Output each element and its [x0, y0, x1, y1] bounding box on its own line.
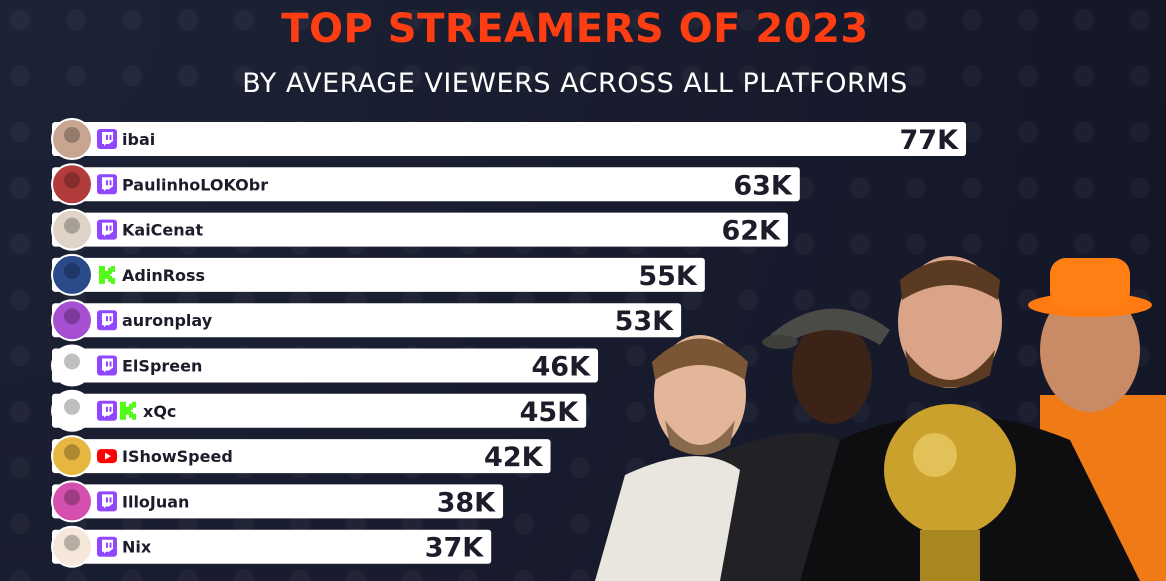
- avatar-face: [64, 444, 80, 461]
- bar-row: KaiCenat 62K: [51, 208, 788, 251]
- chart-subtitle: BY AVERAGE VIEWERS ACROSS ALL PLATFORMS: [242, 68, 908, 99]
- bar-value-label: 63K: [733, 170, 793, 201]
- bar: [52, 529, 492, 564]
- bar-row: IShowSpeed 42K: [51, 435, 551, 478]
- bar-row: IlloJuan 38K: [51, 480, 504, 523]
- bar-label: ElSpreen: [122, 357, 202, 376]
- bar-value-label: 77K: [900, 125, 960, 156]
- bar-label: ibai: [122, 130, 155, 149]
- bar: [52, 212, 788, 247]
- avatar-face: [64, 353, 80, 370]
- bar-row: Nix 37K: [51, 525, 492, 568]
- bar: [52, 303, 682, 338]
- avatar: [51, 435, 93, 478]
- youtube-icon: [97, 449, 117, 464]
- bar-label: IShowSpeed: [122, 447, 233, 466]
- bar-row: xQc 45K: [51, 389, 587, 432]
- avatar: [51, 208, 93, 251]
- avatar: [51, 118, 93, 160]
- avatar: [51, 299, 93, 342]
- chart-title: TOP STREAMERS OF 2023: [281, 6, 869, 52]
- streamer-photo-cap: [690, 308, 890, 581]
- bar-label: xQc: [143, 402, 176, 421]
- avatar-face: [64, 127, 80, 143]
- bar-row: PaulinhoLOKObr 63K: [51, 163, 800, 206]
- bar: [52, 484, 504, 519]
- bar-row: auronplay 53K: [51, 299, 682, 342]
- bar: [52, 393, 587, 428]
- bar-value-label: 53K: [615, 306, 675, 337]
- bar-label: PaulinhoLOKObr: [122, 175, 268, 194]
- bar-value-label: 37K: [425, 533, 485, 564]
- avatar: [51, 163, 93, 206]
- twitch-icon: [97, 310, 117, 331]
- bar-label: KaiCenat: [122, 221, 203, 240]
- bar: [52, 348, 599, 383]
- avatar: [51, 525, 93, 568]
- twitch-icon: [97, 536, 117, 557]
- bar-label: IlloJuan: [122, 492, 189, 511]
- bar: [52, 439, 551, 474]
- bar: [52, 257, 705, 292]
- avatar-face: [64, 217, 80, 234]
- avatar: [51, 344, 93, 387]
- bar-row: ibai 77K: [51, 118, 966, 160]
- avatar-face: [64, 262, 80, 279]
- bar-value-label: 38K: [437, 487, 497, 518]
- twitch-icon: [97, 219, 117, 240]
- bar-row: AdinRoss 55K: [51, 253, 705, 296]
- avatar: [51, 480, 93, 523]
- bar-value-label: 45K: [520, 397, 580, 428]
- bar-value-label: 62K: [721, 216, 781, 247]
- bar-label: AdinRoss: [122, 266, 205, 285]
- avatar-face: [64, 172, 80, 189]
- twitch-icon: [97, 491, 117, 512]
- bar-label: Nix: [122, 538, 152, 557]
- streamer-photo-trophy: [800, 256, 1140, 581]
- avatar-face: [64, 534, 80, 551]
- bar: [52, 122, 966, 156]
- twitch-icon: [97, 129, 117, 149]
- avatar-face: [64, 398, 80, 415]
- avatar-face: [64, 308, 80, 325]
- streamer-photo-hat: [1028, 258, 1166, 581]
- bar: [52, 167, 800, 202]
- twitch-icon: [97, 355, 117, 376]
- bar-value-label: 42K: [484, 442, 544, 473]
- streamer-photo-young-man: [595, 335, 748, 581]
- bar-label: auronplay: [122, 311, 213, 330]
- bar-value-label: 46K: [532, 352, 592, 383]
- bar-value-label: 55K: [638, 261, 698, 292]
- twitch-icon: [97, 400, 117, 421]
- avatar-face: [64, 489, 80, 506]
- avatar: [51, 253, 93, 296]
- bar-row: ElSpreen 46K: [51, 344, 599, 387]
- avatar: [51, 389, 93, 432]
- twitch-icon: [97, 174, 117, 195]
